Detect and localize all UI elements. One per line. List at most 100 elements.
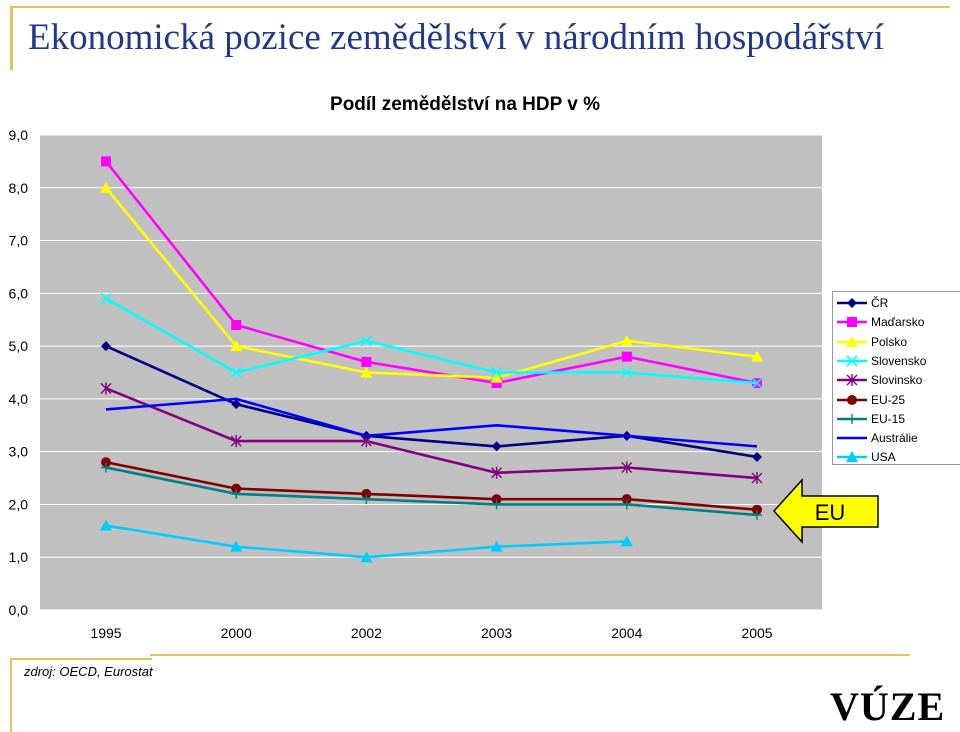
data-point: [491, 378, 502, 389]
data-point: [621, 461, 633, 474]
series-layer: [100, 156, 763, 563]
series-3: [100, 181, 763, 383]
data-point: [751, 472, 763, 485]
data-point: [101, 341, 111, 352]
series-8: [105, 397, 758, 448]
legend-label: Slovensko: [871, 353, 927, 368]
y-tick-label: 5,0: [9, 338, 29, 354]
legend-swatch: [837, 394, 867, 405]
legend-swatch: [837, 436, 867, 440]
data-point: [100, 293, 112, 305]
data-point: [230, 366, 242, 379]
series-line: [104, 186, 758, 380]
y-tick-label: 1,0: [9, 549, 29, 565]
x-axis-ticks: 1995 2000 2002 2003 2004 2005: [90, 625, 772, 641]
data-point: [230, 540, 243, 552]
series-line: [105, 344, 758, 459]
series-line: [105, 297, 758, 385]
title-rule-left: [10, 6, 13, 70]
legend-swatch: [837, 413, 867, 424]
data-point: [100, 519, 112, 531]
y-tick-label: 6,0: [9, 285, 29, 301]
data-point: [360, 335, 372, 347]
y-tick-label: 8,0: [9, 180, 29, 196]
source-note: zdroj: OECD, Eurostat: [24, 664, 153, 679]
data-point: [231, 399, 242, 410]
data-point: [751, 350, 763, 362]
data-point: [361, 356, 372, 367]
y-tick-label: 0,0: [9, 602, 29, 618]
eu-arrow-label: EU: [815, 500, 846, 525]
y-tick-label: 3,0: [9, 444, 29, 460]
data-point: [621, 494, 632, 505]
x-tick-label: 2004: [611, 625, 642, 641]
series-line: [105, 460, 758, 512]
legend-label: EU-15: [871, 411, 906, 426]
data-point: [231, 488, 242, 499]
data-point: [361, 494, 372, 505]
legend-swatch: [837, 451, 867, 463]
data-point: [230, 340, 243, 352]
legend-label: Austrálie: [871, 431, 918, 446]
x-tick-label: 2005: [741, 625, 772, 641]
legend-swatch: [837, 355, 867, 367]
data-point: [621, 366, 633, 379]
data-point: [101, 156, 111, 167]
y-tick-label: 4,0: [9, 391, 29, 407]
data-point: [491, 441, 502, 452]
legend-label: USA: [871, 450, 896, 465]
data-point: [360, 551, 373, 563]
data-point: [752, 504, 762, 515]
legend-swatch: [837, 335, 867, 347]
legend-label: Maďarsko: [871, 315, 925, 330]
series-line: [105, 387, 758, 480]
y-tick-label: 9,0: [9, 127, 29, 143]
title-rule: [10, 6, 950, 8]
data-point: [621, 351, 632, 362]
data-point: [361, 488, 372, 499]
data-point: [491, 366, 503, 379]
series-line: [104, 160, 758, 385]
data-point: [230, 435, 242, 448]
y-tick-label: 7,0: [9, 233, 29, 249]
data-point: [491, 494, 502, 505]
eu-arrow-shape: [772, 478, 879, 544]
data-point: [620, 535, 633, 547]
y-tick-label: 2,0: [9, 496, 29, 512]
data-point: [621, 499, 632, 510]
data-point: [620, 334, 633, 346]
series-5: [100, 382, 763, 485]
data-point: [231, 483, 242, 494]
series-6: [101, 457, 762, 515]
series-7: [101, 462, 762, 520]
footer-rule: [150, 654, 910, 656]
vuze-logo: VÚZE: [830, 684, 946, 729]
series-line: [105, 397, 758, 448]
x-tick-label: 2000: [221, 625, 252, 641]
data-point: [101, 457, 111, 468]
legend-label: ČR: [871, 296, 889, 310]
data-point: [490, 540, 503, 552]
data-point: [752, 451, 762, 462]
data-point: [490, 371, 503, 383]
series-line: [105, 466, 758, 517]
data-point: [100, 181, 112, 193]
legend-label: Slovinsko: [871, 373, 923, 388]
chart-legend: ČR Maďarsko Polsko Slovensko Slovinsko EU-25 E…: [832, 291, 960, 465]
x-tick-label: 1995: [90, 625, 121, 641]
legend-swatch: [837, 374, 867, 387]
slide-title: Ekonomická pozice zemědělství v národním…: [28, 17, 884, 58]
series-9: [100, 519, 633, 563]
x-tick-label: 2002: [351, 625, 382, 641]
data-point: [231, 320, 242, 330]
series-4: [100, 293, 763, 389]
data-point: [491, 466, 503, 479]
source-box: [10, 658, 152, 732]
data-point: [101, 462, 111, 473]
legend-swatch: [837, 298, 867, 308]
eu-arrow: EU: [772, 478, 879, 544]
data-point: [751, 377, 763, 389]
y-axis-ticks: 0,0 1,0 2,0 3,0 4,0 5,0 6,0 7,0 8,0 9,0: [9, 127, 29, 618]
data-point: [100, 382, 112, 395]
